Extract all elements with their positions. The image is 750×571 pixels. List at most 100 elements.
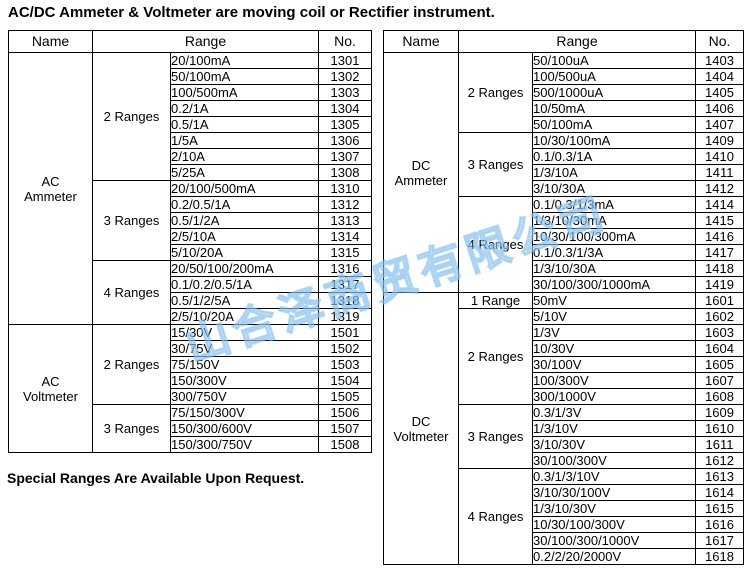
table-row: 100/500uA 1404 (384, 68, 745, 85)
table-row: DC Voltmeter 1 Range 50mV 1601 (383, 292, 745, 565)
table-row: 1/3/10V 1610 (384, 420, 745, 437)
range-value-cell: 0.1/0.3/1/3A (531, 244, 697, 261)
range-value-cell: 150/300/600V (169, 420, 320, 437)
range-value-cell: 0.2/2/20/2000V (531, 548, 697, 565)
special-ranges-note: Special Ranges Are Available Upon Reques… (7, 470, 305, 486)
range-value-cell: 10/30/100/300mA (531, 228, 697, 245)
catalog-no-cell: 1304 (318, 100, 373, 117)
table-row: 1/5A 1306 (9, 132, 373, 149)
catalog-no-cell: 1305 (318, 116, 373, 133)
range-value-cell: 100/500mA (169, 84, 320, 101)
range-value-cell: 20/100mA (169, 52, 320, 69)
range-value-cell: 150/300V (169, 372, 320, 389)
table-row: 3/10/30V 1611 (384, 436, 745, 453)
range-value-cell: 30/100V (531, 356, 697, 373)
catalog-no-cell: 1404 (695, 68, 745, 85)
catalog-no-cell: 1308 (318, 164, 373, 181)
catalog-no-cell: 1616 (695, 516, 745, 533)
ranges-count-cell: 3 Ranges (458, 404, 533, 469)
table-row: 300/1000V 1608 (384, 388, 745, 405)
table-row: 10/30V 1604 (384, 340, 745, 357)
range-value-cell: 1/3/10/30mA (531, 212, 697, 229)
range-value-cell: 3/10/30V (531, 436, 697, 453)
ranges-count-cell: 3 Ranges (458, 132, 533, 197)
range-value-cell: 10/30V (531, 340, 697, 357)
table-row: 4 Ranges 20/50/100/200mA 1316 (9, 260, 373, 325)
table-row: 0.1/0.2/0.5/1A 1317 (9, 276, 373, 293)
table-row: 1/3/10/30mA 1415 (384, 212, 745, 229)
ranges-count-cell: 2 Ranges (92, 52, 171, 181)
range-value-cell: 5/10V (531, 308, 697, 325)
range-value-cell: 75/150/300V (169, 404, 320, 421)
col-header-range: Range (457, 30, 697, 53)
ranges-count-cell: 2 Ranges (458, 308, 533, 405)
range-value-cell: 1/3/10/30V (531, 500, 697, 517)
col-header-name: Name (8, 30, 93, 53)
catalog-no-cell: 1605 (695, 356, 745, 373)
range-value-cell: 10/50mA (531, 100, 697, 117)
range-value-cell: 300/1000V (531, 388, 697, 405)
catalog-no-cell: 1608 (695, 388, 745, 405)
table-row: 150/300V 1504 (9, 372, 373, 389)
dc-meters-table: Name Range No. DC Ammeter 2 Ranges 50/100u… (383, 30, 745, 565)
table-row: 0.2/2/20/2000V 1618 (384, 548, 745, 565)
table-row: 1/3/10/30A 1418 (384, 260, 745, 277)
catalog-no-cell: 1416 (695, 228, 745, 245)
range-value-cell: 5/25A (169, 164, 320, 181)
table-row: 3/10/30/100V 1614 (384, 484, 745, 501)
catalog-no-cell: 1505 (318, 388, 373, 405)
range-value-cell: 0.3/1/3V (531, 404, 697, 421)
table-row: 0.1/0.3/1A 1410 (384, 148, 745, 165)
table-row: 3 Ranges 10/30/100mA 1409 (384, 132, 745, 197)
catalog-no-cell: 1403 (695, 52, 745, 69)
range-value-cell: 0.2/0.5/1A (169, 196, 320, 213)
group-name-cell: AC Ammeter (8, 52, 93, 325)
catalog-no-cell: 1618 (695, 548, 745, 565)
catalog-no-cell: 1611 (695, 436, 745, 453)
range-value-cell: 100/500uA (531, 68, 697, 85)
range-value-cell: 10/30/100mA (531, 132, 697, 149)
catalog-no-cell: 1614 (695, 484, 745, 501)
range-value-cell: 75/150V (169, 356, 320, 373)
group-name-cell: DC Ammeter (383, 52, 459, 293)
ranges-count-cell: 4 Ranges (458, 468, 533, 565)
catalog-no-cell: 1613 (695, 468, 745, 485)
catalog-no-cell: 1312 (318, 196, 373, 213)
catalog-no-cell: 1414 (695, 196, 745, 213)
ac-meters-table: Name Range No. AC Ammeter 2 Ranges 20/100m… (8, 30, 373, 453)
range-value-cell: 10/30/100/300V (531, 516, 697, 533)
catalog-no-cell: 1604 (695, 340, 745, 357)
header-row: Name Range No. (383, 30, 745, 53)
catalog-no-cell: 1307 (318, 148, 373, 165)
catalog-no-cell: 1501 (318, 324, 373, 341)
range-value-cell: 3/10/30/100V (531, 484, 697, 501)
range-value-cell: 50/100mA (169, 68, 320, 85)
table-row: 75/150V 1503 (9, 356, 373, 373)
catalog-no-cell: 1316 (318, 260, 373, 277)
range-value-cell: 20/50/100/200mA (169, 260, 320, 277)
table-row: AC Ammeter 2 Ranges 20/100mA 1301 (8, 52, 373, 325)
range-value-cell: 500/1000uA (531, 84, 697, 101)
catalog-no-cell: 1315 (318, 244, 373, 261)
table-row: 1/3V 1603 (384, 324, 745, 341)
table-row: 5/25A 1308 (9, 164, 373, 181)
range-value-cell: 20/100/500mA (169, 180, 320, 197)
catalog-no-cell: 1607 (695, 372, 745, 389)
ranges-count-cell: 1 Range (458, 292, 533, 309)
catalog-no-cell: 1609 (695, 404, 745, 421)
col-header-range: Range (91, 30, 320, 53)
range-value-cell: 2/10A (169, 148, 320, 165)
catalog-no-cell: 1419 (695, 276, 745, 293)
table-row: 4 Ranges 0.3/1/3/10V 1613 (384, 468, 745, 565)
catalog-no-cell: 1417 (695, 244, 745, 261)
catalog-no-cell: 1508 (318, 436, 373, 453)
range-value-cell: 0.1/0.3/1/3mA (531, 196, 697, 213)
table-row: 0.2/0.5/1A 1312 (9, 196, 373, 213)
table-row: 0.5/1/2A 1313 (9, 212, 373, 229)
catalog-no-cell: 1302 (318, 68, 373, 85)
col-header-no: No. (695, 30, 745, 53)
catalog-no-cell: 1601 (695, 292, 745, 309)
range-value-cell: 0.1/0.2/0.5/1A (169, 276, 320, 293)
range-value-cell: 30/75V (169, 340, 320, 357)
